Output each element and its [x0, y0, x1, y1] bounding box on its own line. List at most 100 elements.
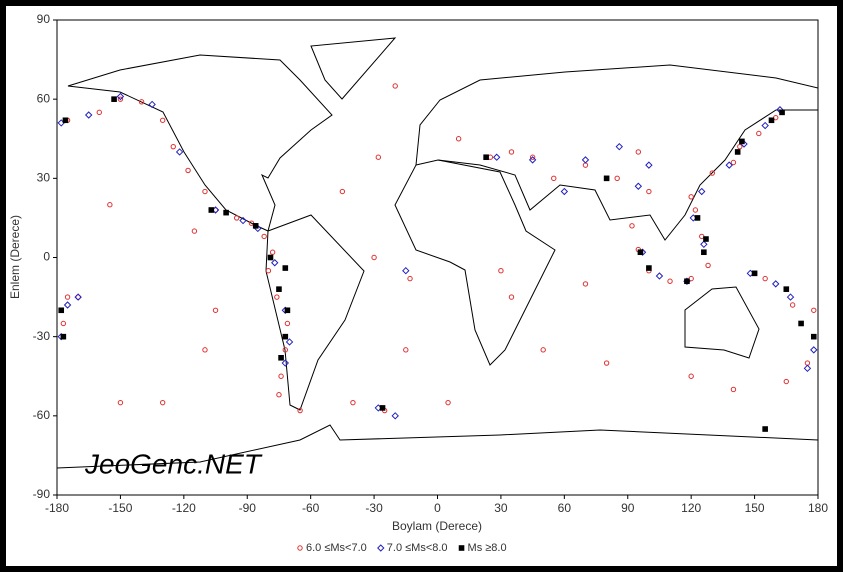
point	[117, 96, 124, 102]
point	[603, 175, 610, 182]
point	[560, 187, 569, 196]
point	[175, 148, 184, 156]
point	[74, 293, 82, 301]
point	[783, 378, 789, 385]
point	[646, 188, 652, 195]
point	[688, 373, 694, 379]
point	[284, 320, 291, 327]
point	[701, 249, 707, 256]
point	[803, 364, 812, 373]
point	[278, 354, 284, 361]
point	[688, 194, 694, 200]
point	[62, 117, 69, 124]
point	[762, 275, 768, 282]
point	[297, 407, 303, 414]
point	[734, 149, 741, 155]
point	[265, 267, 272, 274]
point	[655, 272, 664, 280]
point	[111, 96, 117, 102]
point	[282, 333, 289, 340]
legend-marker	[458, 545, 465, 551]
point	[191, 228, 198, 234]
point	[274, 294, 280, 300]
point	[582, 281, 589, 287]
point	[261, 233, 267, 240]
point	[407, 275, 413, 282]
point	[629, 223, 635, 229]
point	[276, 286, 282, 292]
point	[339, 188, 346, 195]
x-tick-label: -180	[45, 501, 69, 515]
point	[281, 359, 290, 367]
point	[737, 143, 743, 150]
point	[646, 265, 652, 271]
point	[508, 294, 515, 300]
point	[635, 149, 642, 155]
point	[692, 207, 699, 213]
point	[725, 161, 733, 169]
point	[703, 236, 709, 242]
x-tick-label: 150	[745, 501, 765, 515]
x-axis-label: Boylam (Derece)	[392, 519, 482, 533]
point	[379, 405, 386, 411]
legend-label: 7.0 ≤Ms<8.0	[387, 542, 448, 554]
point	[116, 92, 125, 101]
point	[615, 142, 624, 151]
point	[63, 301, 72, 309]
point	[498, 267, 504, 274]
point	[75, 294, 81, 300]
point	[276, 392, 282, 398]
point	[284, 307, 291, 314]
x-tick-label: -90	[239, 501, 257, 515]
y-axis-label: Enlem (Derece)	[8, 215, 22, 299]
point	[208, 207, 215, 213]
point	[694, 215, 701, 221]
point	[762, 426, 768, 432]
y-tick-label: 60	[37, 91, 51, 105]
point	[391, 412, 399, 420]
point	[810, 346, 818, 354]
point	[107, 202, 113, 208]
x-tick-label: 90	[621, 501, 635, 515]
point	[212, 307, 219, 313]
y-tick-label: 30	[37, 171, 51, 185]
point	[85, 111, 93, 119]
legend-marker	[377, 544, 385, 552]
point	[645, 161, 653, 169]
point	[202, 188, 208, 195]
point	[117, 399, 124, 406]
point	[282, 265, 289, 271]
y-tick-label: 90	[37, 12, 51, 26]
point	[551, 175, 557, 182]
point	[492, 153, 501, 161]
point	[698, 187, 706, 196]
point	[810, 333, 817, 340]
point	[751, 270, 758, 277]
point	[603, 360, 610, 366]
point	[202, 347, 208, 353]
point	[528, 156, 537, 164]
point	[185, 167, 191, 174]
point	[285, 338, 294, 346]
legend-marker	[297, 545, 303, 551]
y-tick-label: 0	[43, 250, 50, 264]
legend-label: 6.0 ≤Ms<7.0	[306, 542, 367, 554]
point	[233, 215, 240, 221]
point	[705, 262, 711, 269]
point	[508, 149, 515, 155]
point	[772, 280, 780, 288]
point	[667, 278, 673, 284]
x-tick-label: -150	[108, 501, 132, 515]
point	[783, 286, 790, 292]
point	[455, 136, 462, 142]
point	[445, 399, 451, 406]
point	[529, 154, 536, 160]
point	[761, 121, 769, 130]
legend-label: Ms ≥8.0	[468, 542, 507, 554]
point	[756, 130, 762, 137]
point	[798, 320, 804, 327]
point	[402, 266, 410, 275]
point	[58, 307, 65, 314]
coastlines	[56, 37, 819, 469]
